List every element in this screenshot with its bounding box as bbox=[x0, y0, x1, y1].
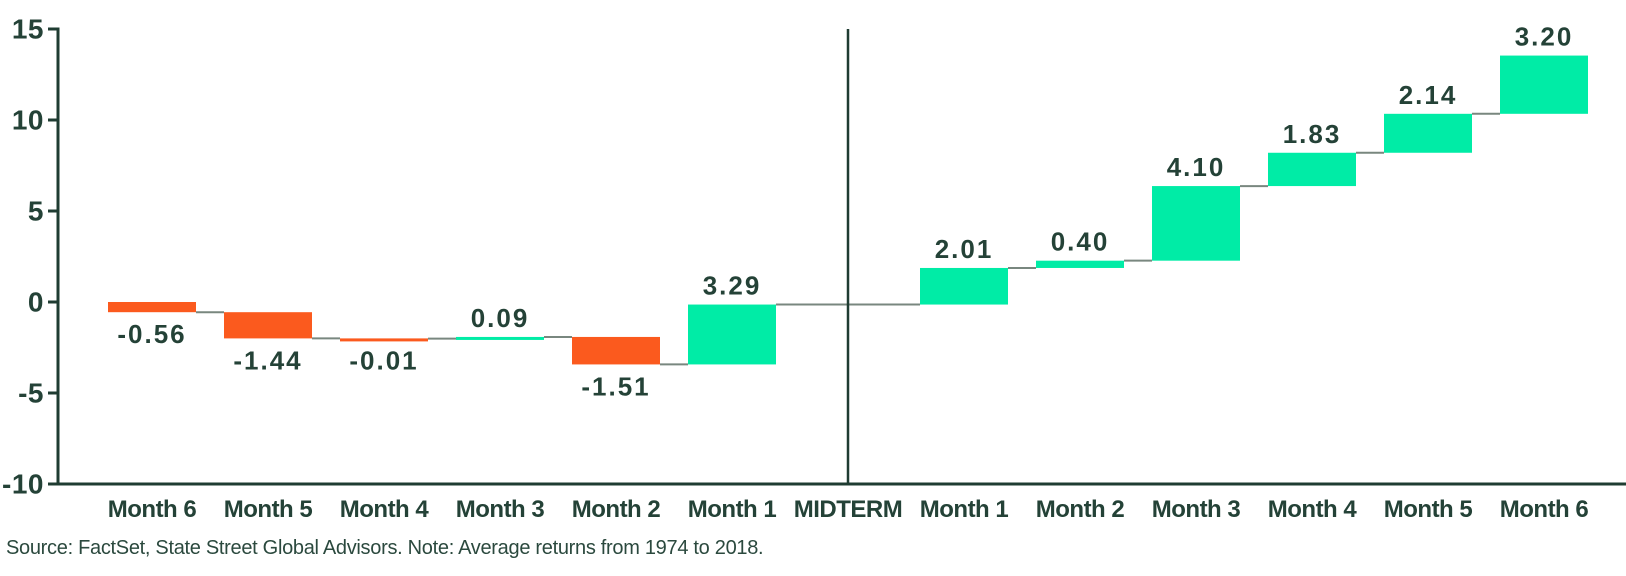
value-label: -1.44 bbox=[233, 345, 302, 375]
value-label: 2.14 bbox=[1399, 80, 1458, 110]
y-tick-label: 10 bbox=[12, 105, 44, 136]
negative-bar bbox=[108, 302, 196, 313]
negative-bar bbox=[340, 338, 428, 342]
value-label: 0.40 bbox=[1051, 227, 1110, 257]
positive-bar bbox=[1152, 186, 1240, 261]
x-label-month: Month 4 bbox=[340, 496, 430, 523]
value-label: 3.29 bbox=[703, 271, 762, 301]
y-tick-label: -10 bbox=[2, 469, 44, 500]
x-label-month: Month 4 bbox=[1268, 496, 1358, 523]
y-tick-label: 15 bbox=[12, 14, 44, 45]
x-label-month: Month 6 bbox=[108, 496, 197, 523]
positive-bar bbox=[920, 267, 1008, 305]
value-label: 0.09 bbox=[471, 303, 530, 333]
value-label: 4.10 bbox=[1167, 152, 1226, 182]
positive-bar bbox=[1268, 152, 1356, 187]
positive-bar bbox=[456, 336, 544, 340]
value-label: 2.01 bbox=[935, 234, 994, 264]
source-note: Source: FactSet, State Street Global Adv… bbox=[6, 537, 764, 559]
positive-bar bbox=[1500, 55, 1588, 114]
positive-bar bbox=[1384, 113, 1472, 153]
x-label-month: Month 1 bbox=[688, 496, 777, 523]
value-label: -0.56 bbox=[117, 319, 186, 349]
value-label: 3.20 bbox=[1515, 22, 1574, 52]
value-label: 1.83 bbox=[1283, 119, 1342, 149]
x-label-month: Month 2 bbox=[572, 496, 661, 523]
value-label: -1.51 bbox=[581, 371, 650, 401]
x-label-midterm: MIDTERM bbox=[794, 496, 902, 523]
y-tick-label: 5 bbox=[28, 196, 44, 227]
chart-canvas: 15 10 5 0 -5 -10 -0.56 -1.44 -0.01 0.09 -1.51 3.29 2… bbox=[2, 14, 1626, 523]
x-label-month: Month 2 bbox=[1036, 496, 1125, 523]
value-label: -0.01 bbox=[349, 346, 418, 376]
negative-bar bbox=[572, 336, 660, 365]
x-label-month: Month 3 bbox=[456, 496, 545, 523]
positive-bar bbox=[1036, 260, 1124, 268]
y-tick-label: 0 bbox=[28, 287, 44, 318]
y-tick-label: -5 bbox=[18, 378, 44, 409]
negative-bar bbox=[224, 312, 312, 339]
x-label-month: Month 5 bbox=[1384, 496, 1473, 523]
x-label-month: Month 1 bbox=[920, 496, 1009, 523]
x-label-month: Month 5 bbox=[224, 496, 313, 523]
positive-bar bbox=[688, 304, 776, 365]
x-label-month: Month 6 bbox=[1500, 496, 1589, 523]
x-label-month: Month 3 bbox=[1152, 496, 1241, 523]
